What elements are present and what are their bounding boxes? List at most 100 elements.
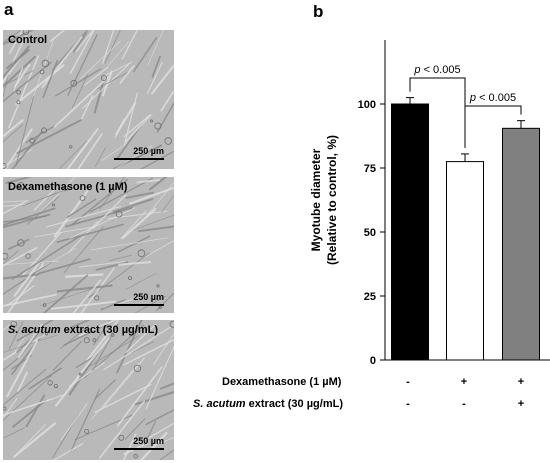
cell-debris xyxy=(29,137,35,144)
cell-streak xyxy=(161,194,174,213)
micrograph-label: Control xyxy=(8,34,48,46)
cell-streak xyxy=(65,206,133,228)
micrograph-label: S. acutum extract (30 µg/mL) xyxy=(8,324,158,336)
cell-streak xyxy=(125,273,157,290)
cell-debris xyxy=(118,434,125,441)
sign-dex-dex: + xyxy=(460,376,468,388)
cell-streak xyxy=(56,223,124,243)
cell-debris xyxy=(158,305,162,309)
cell-streak xyxy=(11,235,81,280)
micrograph-control: Control 250 µm xyxy=(3,30,174,169)
panel-a-letter: a xyxy=(4,0,14,19)
cell-streak xyxy=(138,225,174,233)
cell-streak xyxy=(66,198,97,219)
cell-streak xyxy=(3,250,19,265)
cell-streak xyxy=(72,279,102,313)
cell-streak xyxy=(108,40,130,67)
cell-streak xyxy=(34,226,94,238)
cell-debris xyxy=(3,252,9,260)
cell-streak xyxy=(17,323,43,359)
cell-streak xyxy=(120,210,147,240)
cell-streak xyxy=(138,422,174,444)
cell-debris xyxy=(42,303,47,307)
cell-streak xyxy=(3,427,25,439)
cell-debris xyxy=(150,119,153,123)
cell-debris xyxy=(10,320,17,328)
cell-streak xyxy=(92,323,119,371)
cell-streak xyxy=(58,140,87,169)
cell-debris xyxy=(156,284,160,288)
cell-streak xyxy=(3,358,19,371)
cell-streak xyxy=(124,114,152,143)
cell-streak xyxy=(119,65,135,84)
micrograph-texture xyxy=(3,177,174,313)
cell-streak xyxy=(107,210,168,220)
cell-streak xyxy=(63,226,104,274)
cell-streak xyxy=(12,424,46,459)
cell-debris xyxy=(100,74,107,81)
cell-streak xyxy=(125,191,155,199)
cell-streak xyxy=(13,422,56,458)
cell-streak xyxy=(28,367,62,390)
cell-debris xyxy=(70,79,78,87)
cell-streak xyxy=(84,66,109,86)
cell-streak xyxy=(53,76,110,128)
cell-streak xyxy=(94,383,152,413)
cell-streak xyxy=(95,147,106,167)
cell-streak xyxy=(42,274,89,313)
cell-streak xyxy=(92,194,127,229)
cell-debris xyxy=(22,30,30,36)
cell-streak xyxy=(77,133,103,169)
cell-debris xyxy=(169,320,174,328)
cell-streak xyxy=(129,186,174,205)
cell-streak xyxy=(68,220,99,254)
scale-bar xyxy=(114,158,164,160)
cell-streak xyxy=(12,399,47,428)
cell-streak xyxy=(8,30,24,55)
cell-streak xyxy=(69,30,95,74)
cell-streak xyxy=(89,177,154,213)
cell-streak xyxy=(3,55,36,88)
cell-streak xyxy=(100,299,126,311)
cell-debris xyxy=(17,239,25,247)
cell-streak xyxy=(131,341,154,353)
sign-extract-dex: - xyxy=(462,398,466,410)
cell-streak xyxy=(42,59,59,99)
cell-streak xyxy=(149,177,168,191)
cell-streak xyxy=(3,56,22,84)
scale-bar xyxy=(114,304,164,306)
y-tick-label: 50 xyxy=(364,227,376,239)
cell-debris xyxy=(16,100,21,105)
micrograph-texture xyxy=(3,30,174,169)
sign-dex-extract: + xyxy=(517,376,525,388)
bar-chart: 0 25 50 75 100 Myotube diameter (Relative to c… xyxy=(309,40,550,367)
cell-streak xyxy=(117,235,151,253)
cell-streak xyxy=(3,398,51,416)
cell-streak xyxy=(72,74,89,108)
cell-streak xyxy=(159,449,174,460)
cell-streak xyxy=(85,320,119,362)
cell-streak xyxy=(40,285,102,307)
cell-streak xyxy=(145,409,174,426)
bar xyxy=(446,161,484,361)
cell-streak xyxy=(54,376,80,407)
cell-streak xyxy=(101,140,131,161)
cell-streak xyxy=(98,400,146,459)
cell-streak xyxy=(3,30,35,46)
cell-debris xyxy=(94,295,100,301)
cell-streak xyxy=(140,150,174,169)
cell-streak xyxy=(69,362,105,387)
cell-streak xyxy=(69,207,136,239)
cell-streak xyxy=(104,30,121,64)
y-axis-label-line2: (Relative to control, %) xyxy=(325,135,339,265)
cell-streak xyxy=(26,196,60,225)
cell-streak xyxy=(16,119,82,155)
treatment-label-dexamethasone: Dexamethasone (1 µM) xyxy=(222,376,342,388)
cell-streak xyxy=(3,260,59,266)
cell-debris xyxy=(133,453,138,459)
cell-streak xyxy=(67,34,98,96)
micrograph-texture xyxy=(3,320,174,460)
cell-debris xyxy=(3,406,7,411)
cell-streak xyxy=(15,96,34,167)
cell-streak xyxy=(49,30,66,43)
